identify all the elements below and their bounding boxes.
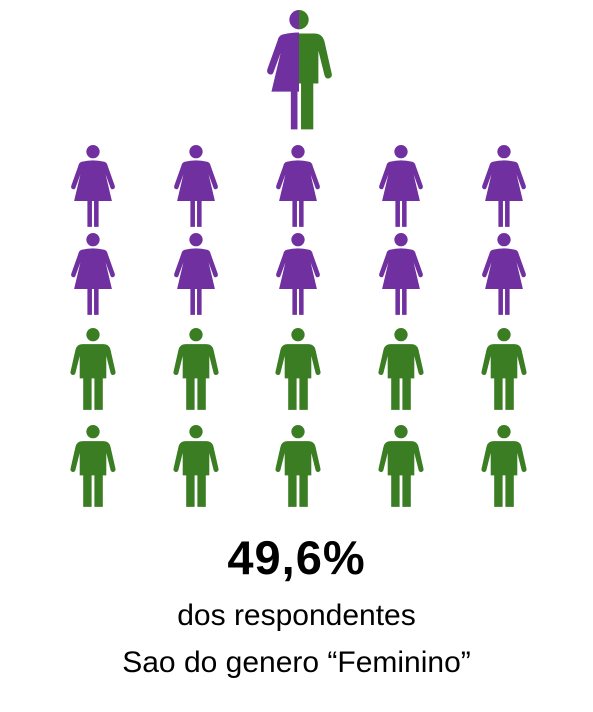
male-person-icon — [378, 425, 424, 507]
percentage-value: 49,6% — [227, 531, 366, 584]
female-person-icon — [174, 233, 218, 315]
female-person-icon — [482, 233, 526, 315]
female-person-icon — [379, 233, 423, 315]
male-person-icon — [275, 425, 321, 507]
people-grid — [70, 145, 527, 507]
stat-description-line-2: Sao do genero “Feminino” — [122, 646, 471, 679]
female-person-icon — [379, 145, 423, 227]
male-person-icon — [275, 328, 321, 410]
stat-description-line-1: dos respondentes — [177, 599, 416, 632]
female-person-icon — [482, 145, 526, 227]
female-person-icon — [276, 233, 320, 315]
female-person-icon — [276, 145, 320, 227]
male-person-icon — [481, 328, 527, 410]
male-person-icon — [173, 328, 219, 410]
male-person-icon — [481, 425, 527, 507]
male-person-icon — [70, 425, 116, 507]
female-person-icon — [174, 145, 218, 227]
female-person-icon — [71, 233, 115, 315]
half-female-half-male-icon — [267, 10, 332, 130]
male-person-icon — [378, 328, 424, 410]
male-person-icon — [70, 328, 116, 410]
male-person-icon — [173, 425, 219, 507]
female-person-icon — [71, 145, 115, 227]
